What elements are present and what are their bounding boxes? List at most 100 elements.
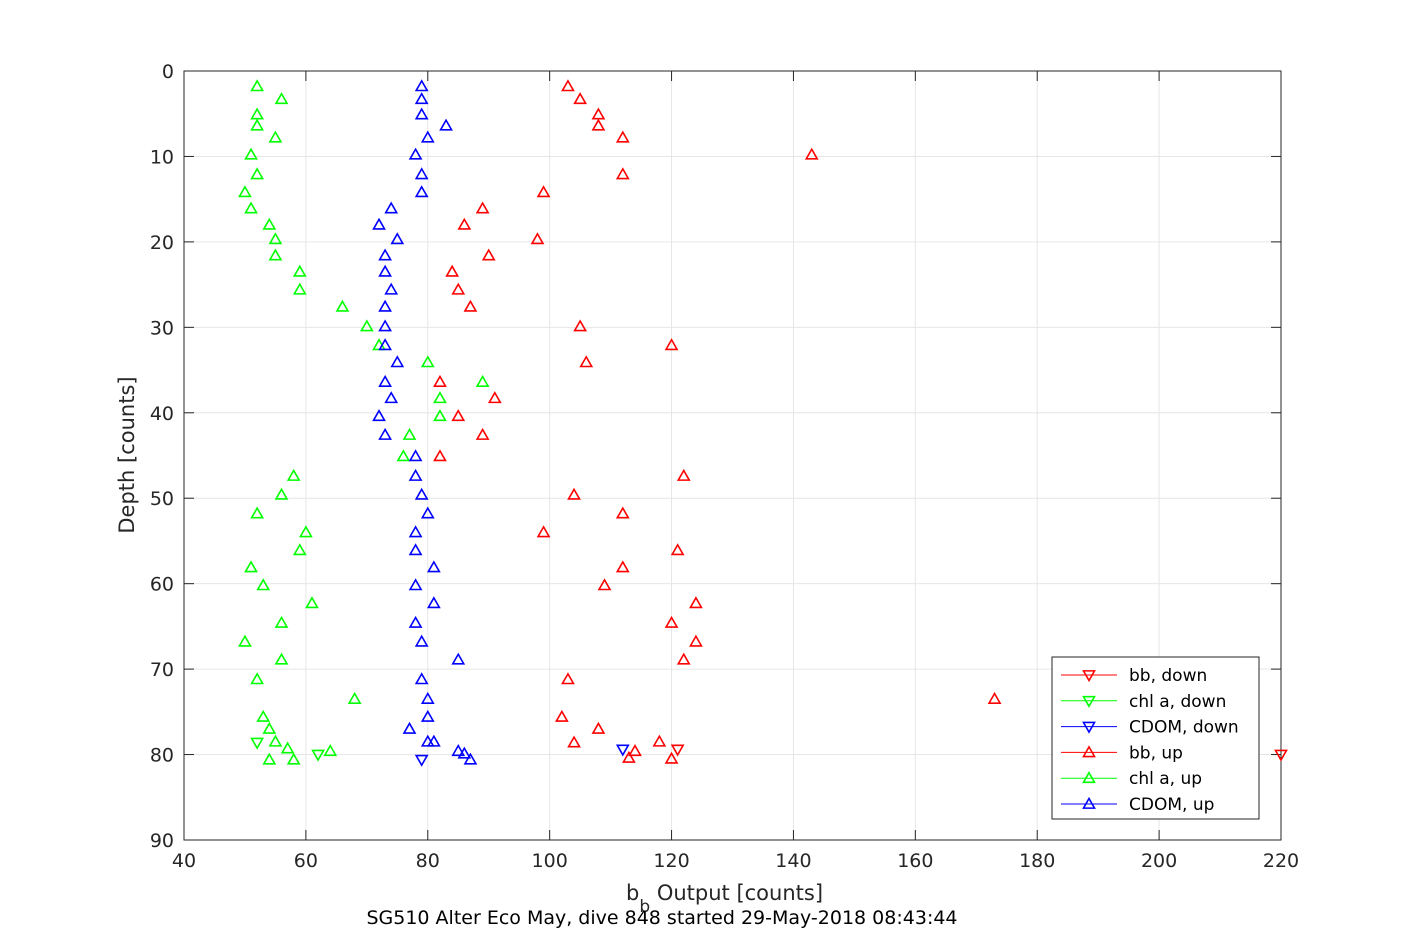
data-point	[433, 449, 447, 462]
data-point	[347, 691, 362, 704]
data-point	[451, 744, 466, 757]
data-point	[420, 506, 435, 519]
data-point	[402, 721, 417, 734]
data-point	[268, 232, 283, 245]
data-point	[475, 427, 490, 440]
x-tick-label: 60	[294, 850, 318, 872]
data-point	[670, 543, 685, 556]
data-point	[433, 409, 447, 422]
legend-entry-label: CDOM, up	[1129, 795, 1214, 815]
data-point	[554, 709, 569, 722]
data-point	[378, 264, 392, 277]
data-point	[384, 282, 399, 295]
data-point	[408, 147, 423, 160]
x-axis-label: bb Output [counts]	[626, 881, 823, 917]
y-tick-label: 70	[150, 659, 174, 681]
data-point	[396, 449, 411, 462]
data-point	[372, 409, 386, 422]
data-markers	[238, 79, 1288, 767]
x-tick-label: 200	[1141, 850, 1177, 872]
data-point	[305, 596, 319, 609]
data-point	[573, 92, 588, 105]
data-point	[420, 130, 435, 143]
data-point	[323, 744, 338, 757]
data-point	[238, 185, 252, 198]
data-point	[274, 615, 289, 628]
data-point	[530, 232, 545, 245]
data-point	[292, 264, 307, 277]
data-point	[244, 560, 258, 573]
data-point	[676, 652, 691, 665]
legend-marker	[1082, 695, 1096, 708]
data-point	[664, 338, 679, 351]
data-point	[390, 355, 405, 368]
data-point	[378, 427, 392, 440]
data-point	[256, 709, 271, 722]
legend-entry-label: bb, down	[1129, 666, 1207, 686]
data-point	[268, 734, 283, 747]
data-point	[457, 746, 472, 759]
y-tick-label: 90	[150, 830, 174, 852]
legend: bb, down chl a, down CDOM, down bb, up chl a…	[1051, 656, 1260, 820]
data-point	[579, 355, 594, 368]
chart-title: SG510 Alter Eco May, dive 848 started 29…	[366, 907, 957, 929]
data-point	[457, 217, 472, 230]
data-point	[622, 750, 636, 763]
legend-box	[1051, 656, 1260, 820]
legend-marker	[1082, 670, 1096, 683]
data-point	[250, 737, 265, 750]
y-tick-label: 50	[150, 488, 174, 510]
data-point	[378, 299, 392, 312]
legend-marker	[1082, 745, 1096, 758]
x-tick-label: 100	[532, 850, 568, 872]
data-point	[262, 217, 277, 230]
data-point	[628, 744, 642, 757]
data-point	[561, 672, 575, 685]
data-point	[414, 487, 429, 500]
x-tick-label: 80	[416, 850, 440, 872]
data-point	[274, 487, 289, 500]
data-point	[292, 543, 307, 556]
data-point	[420, 691, 435, 704]
data-point	[414, 167, 429, 180]
data-point	[433, 374, 447, 387]
data-point	[268, 130, 283, 143]
data-point	[567, 735, 581, 748]
tick-marks	[183, 70, 1282, 841]
data-point	[1274, 749, 1288, 762]
data-point	[414, 672, 429, 685]
series-2	[414, 744, 630, 767]
data-point	[615, 130, 630, 143]
data-point	[420, 734, 435, 747]
data-point	[536, 525, 551, 538]
y-tick-label: 60	[150, 574, 174, 596]
legend-entry-label: bb, up	[1129, 743, 1183, 763]
data-point	[615, 560, 630, 573]
data-point	[475, 374, 490, 387]
data-point	[463, 299, 478, 312]
data-point	[433, 391, 447, 404]
legend-entry-label: chl a, down	[1129, 692, 1226, 712]
data-point	[987, 691, 1002, 704]
data-point	[408, 525, 423, 538]
axes-box	[183, 70, 1282, 841]
data-point	[250, 118, 265, 131]
data-point	[378, 338, 392, 351]
data-point	[591, 118, 606, 131]
data-point	[414, 754, 429, 767]
data-point	[250, 672, 265, 685]
x-tick-label: 120	[653, 850, 689, 872]
data-point	[250, 79, 265, 92]
data-point	[451, 409, 466, 422]
data-point	[426, 560, 441, 573]
data-point	[262, 721, 277, 734]
data-point	[372, 217, 386, 230]
y-tick-label: 80	[150, 745, 174, 767]
data-point	[420, 355, 435, 368]
x-axis-label-subscript: b	[639, 897, 650, 917]
data-point	[384, 391, 399, 404]
data-point	[463, 752, 478, 765]
legend-entry-label: chl a, up	[1129, 769, 1202, 789]
data-point	[652, 734, 667, 747]
